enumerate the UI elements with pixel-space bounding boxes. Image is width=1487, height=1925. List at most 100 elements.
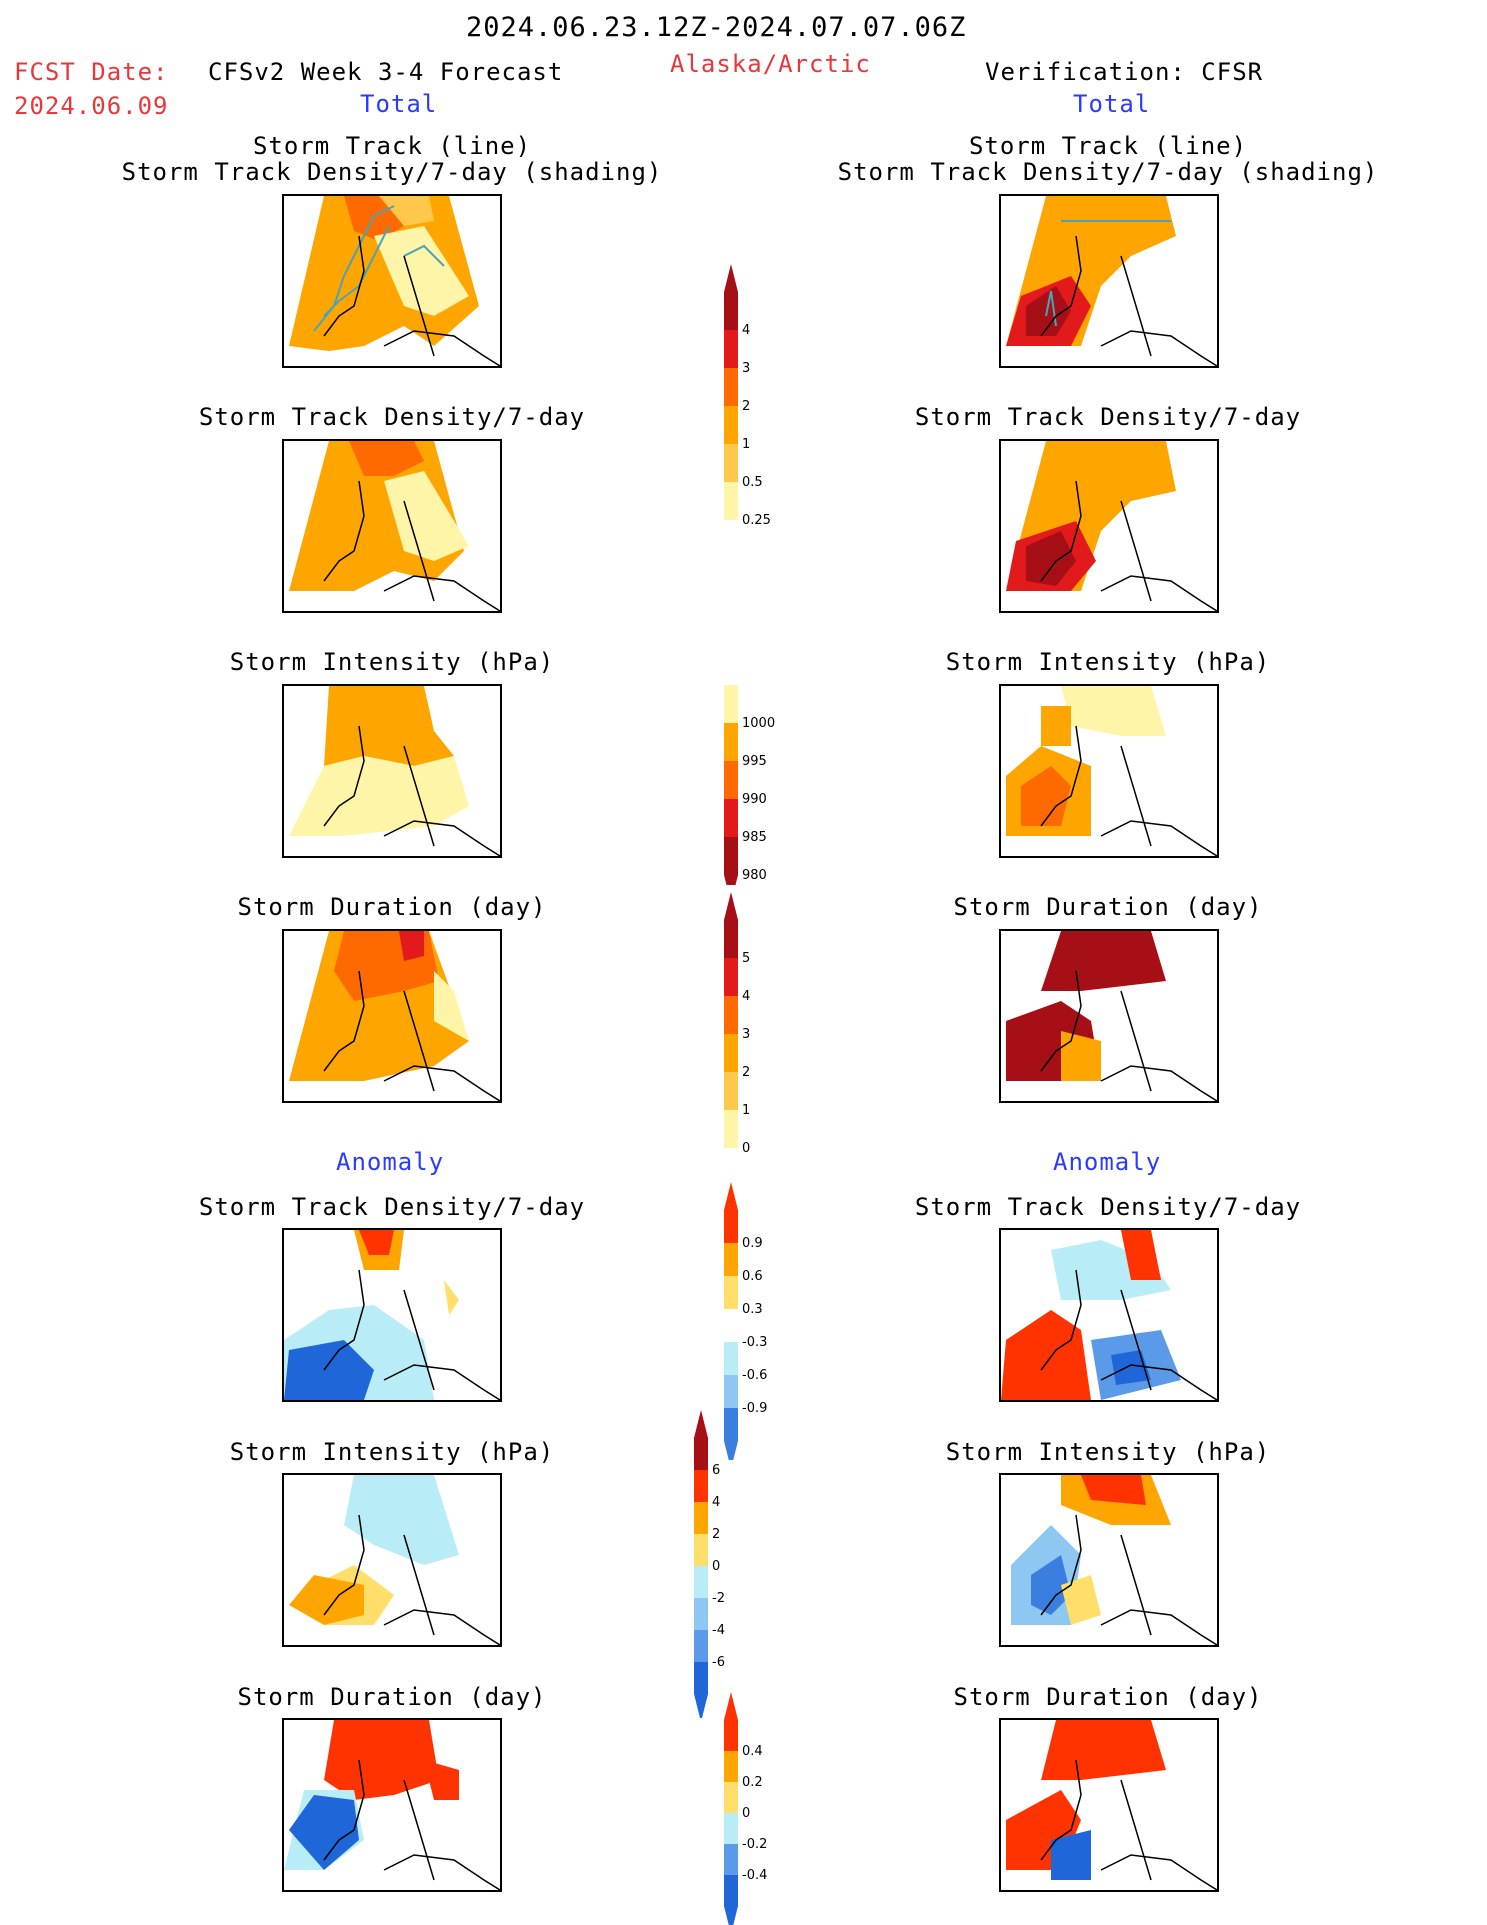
model-title: CFSv2 Week 3-4 Forecast	[208, 58, 564, 86]
colorbar-label: -6	[712, 1655, 725, 1670]
colorbar-segment	[694, 1470, 708, 1502]
left-duration-title: Storm Duration (day)	[237, 893, 547, 921]
colorbar-segment	[724, 406, 738, 444]
colorbar-segment	[724, 1034, 738, 1072]
right-track-line-title: Storm Track (line)	[968, 132, 1248, 160]
colorbar-label: -0.4	[742, 1868, 767, 1883]
colorbar-segment	[724, 1782, 738, 1813]
colorbar-segment	[724, 1072, 738, 1110]
colorbar-label: 6	[712, 1463, 720, 1478]
colorbar-label: 980	[742, 868, 767, 883]
colorbar-segment	[724, 1243, 738, 1276]
colorbar-label: 0.5	[742, 475, 763, 490]
colorbar-label: 5	[742, 951, 750, 966]
left-anom-duration-map	[282, 1718, 502, 1892]
colorbar-segment	[694, 1502, 708, 1534]
colorbar-arrow-bottom	[694, 1694, 708, 1718]
right-anom-density-map	[999, 1228, 1219, 1402]
colorbar-label: 0.3	[742, 1302, 763, 1317]
right-anom-duration-map	[999, 1718, 1219, 1892]
right-total-label: Total	[1073, 90, 1151, 118]
left-anom-intensity-title: Storm Intensity (hPa)	[229, 1438, 555, 1466]
colorbar-segment	[724, 1408, 738, 1441]
left-duration-map	[282, 929, 502, 1103]
left-track-shading-title: Storm Track Density/7-day (shading)	[121, 158, 663, 186]
right-density-title: Storm Track Density/7-day	[914, 403, 1302, 431]
date-range-title: 2024.06.23.12Z-2024.07.07.06Z	[466, 12, 967, 43]
colorbar-segment	[694, 1438, 708, 1470]
colorbar-label: 995	[742, 754, 767, 769]
left-anom-intensity-map	[282, 1473, 502, 1647]
colorbar-segment	[724, 1276, 738, 1309]
colorbar-label: 4	[712, 1495, 720, 1510]
colorbar-segment	[724, 1813, 738, 1844]
colorbar-label: 0	[742, 1141, 750, 1156]
colorbar-label: -0.3	[742, 1335, 767, 1350]
colorbar-segment	[724, 1342, 738, 1375]
colorbar-label: -0.2	[742, 1837, 767, 1852]
anomaly-intensity-colorbar: 6 4 2 0 -2 -4 -6	[694, 1410, 725, 1718]
fcst-date-value: 2024.06.09	[14, 92, 169, 120]
colorbar-segment	[694, 1630, 708, 1662]
right-duration-title: Storm Duration (day)	[953, 893, 1263, 921]
left-anomaly-label: Anomaly	[336, 1148, 445, 1176]
verification-title: Verification: CFSR	[985, 58, 1264, 86]
colorbar-segment	[724, 920, 738, 958]
left-track-line-title: Storm Track (line)	[252, 132, 532, 160]
right-anom-density-title: Storm Track Density/7-day	[914, 1193, 1302, 1221]
colorbar-segment	[724, 1210, 738, 1243]
colorbar-label: 0.6	[742, 1269, 763, 1284]
colorbar-arrow-top	[694, 1410, 708, 1438]
colorbar-label: -0.6	[742, 1368, 767, 1383]
colorbar-label: 0.9	[742, 1236, 763, 1251]
anomaly-duration-colorbar: 0.4 0.2 0 -0.2 -0.4	[724, 1692, 767, 1925]
colorbar-arrow-top	[724, 892, 738, 920]
duration-colorbar: 5 4 3 2 1 0	[724, 892, 750, 1156]
colorbar-arrow-bottom	[724, 1441, 738, 1460]
colorbar-label: 1	[742, 437, 750, 452]
colorbar-segment	[724, 1309, 738, 1342]
right-track-shading-title: Storm Track Density/7-day (shading)	[837, 158, 1379, 186]
right-duration-map	[999, 929, 1219, 1103]
right-track-map	[999, 194, 1219, 368]
colorbar-label: 4	[742, 323, 750, 338]
colorbar-label: 2	[742, 1065, 750, 1080]
left-density-title: Storm Track Density/7-day	[198, 403, 586, 431]
colorbar-segment	[724, 1844, 738, 1875]
right-intensity-title: Storm Intensity (hPa)	[945, 648, 1271, 676]
right-anom-intensity-title: Storm Intensity (hPa)	[945, 1438, 1271, 1466]
colorbar-segment	[724, 685, 738, 723]
colorbar-segment	[724, 1110, 738, 1148]
colorbar-label: 0	[742, 1806, 750, 1821]
colorbar-segment	[724, 996, 738, 1034]
colorbar-segment	[724, 723, 738, 761]
right-density-map	[999, 439, 1219, 613]
colorbar-arrow-top	[724, 1182, 738, 1210]
left-density-map	[282, 439, 502, 613]
right-anom-intensity-map	[999, 1473, 1219, 1647]
density-colorbar: 4 3 2 1 0.5 0.25	[724, 264, 771, 528]
colorbar-label: 1	[742, 1103, 750, 1118]
colorbar-segment	[724, 799, 738, 837]
colorbar-segment	[724, 1875, 738, 1906]
left-total-label: Total	[360, 90, 438, 118]
colorbar-segment	[724, 444, 738, 482]
colorbar-label: 2	[712, 1527, 720, 1542]
colorbar-label: 0	[712, 1559, 720, 1574]
colorbar-label: 0.2	[742, 1775, 763, 1790]
colorbar-segment	[724, 837, 738, 875]
left-intensity-title: Storm Intensity (hPa)	[229, 648, 555, 676]
colorbar-segment	[724, 292, 738, 330]
colorbar-segment	[724, 330, 738, 368]
left-anom-density-title: Storm Track Density/7-day	[198, 1193, 586, 1221]
colorbar-label: 4	[742, 989, 750, 1004]
colorbar-segment	[724, 958, 738, 996]
right-intensity-map	[999, 684, 1219, 858]
intensity-colorbar: 1000 995 990 985 980	[724, 685, 775, 885]
colorbar-segment	[724, 1751, 738, 1782]
colorbar-label: 3	[742, 361, 750, 376]
anomaly-density-colorbar: 0.9 0.6 0.3 -0.3 -0.6 -0.9	[724, 1182, 767, 1460]
colorbar-arrow-bottom	[724, 875, 738, 885]
colorbar-arrow-bottom	[724, 1906, 738, 1925]
colorbar-segment	[694, 1566, 708, 1598]
